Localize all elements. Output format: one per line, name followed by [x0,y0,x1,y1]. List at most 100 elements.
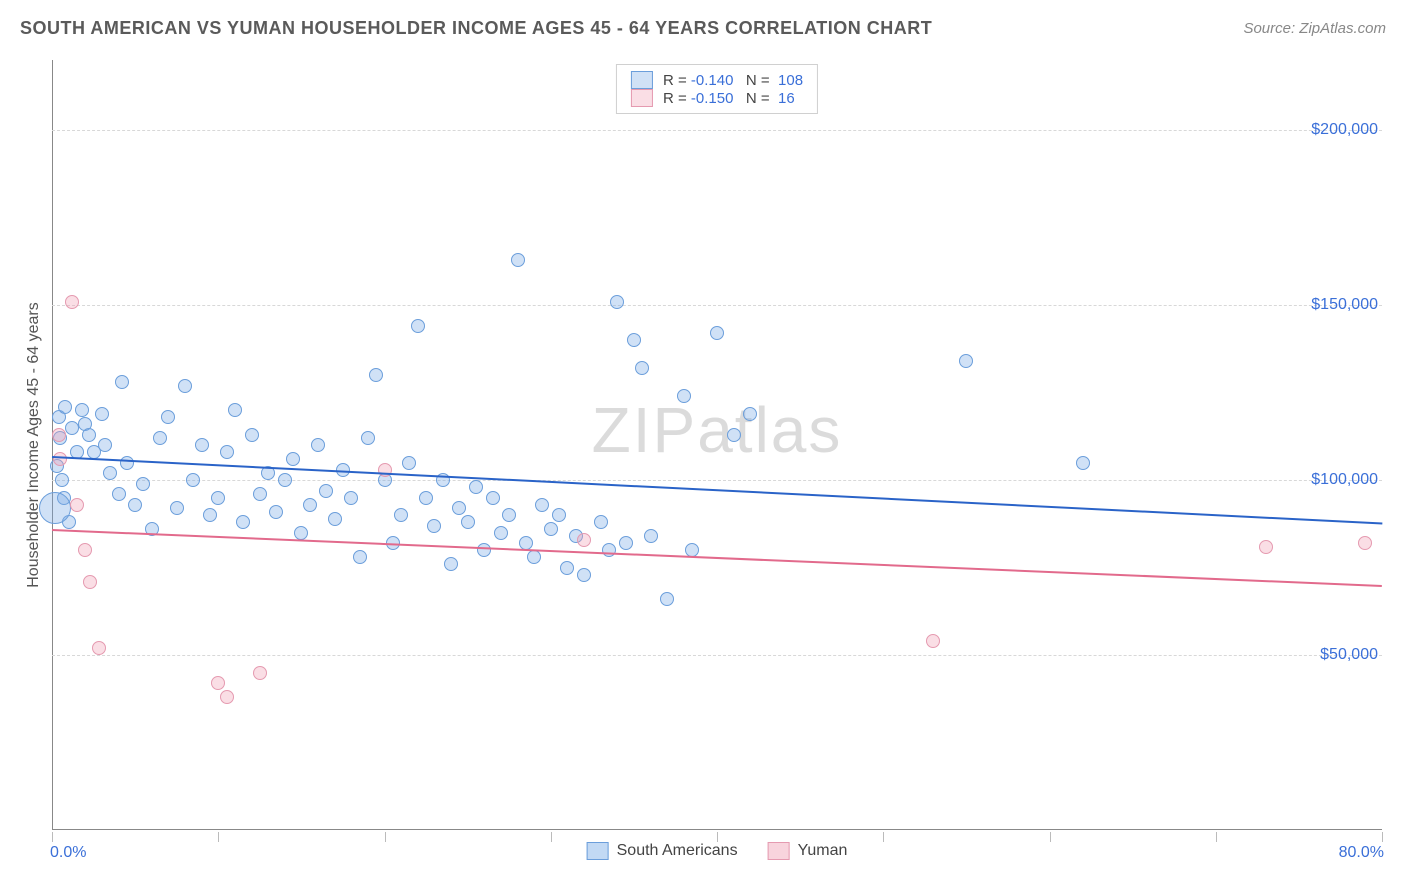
scatter-point [211,491,225,505]
scatter-point [82,428,96,442]
y-tick-label: $150,000 [1311,296,1378,314]
scatter-point [627,333,641,347]
stats-legend-row: R = -0.140 N = 108 [631,71,803,89]
scatter-point [610,295,624,309]
scatter-point [136,477,150,491]
x-tick [717,832,718,842]
scatter-point [727,428,741,442]
scatter-point [95,407,109,421]
y-tick-label: $200,000 [1311,121,1378,139]
scatter-point [502,508,516,522]
scatter-point [544,522,558,536]
scatter-point [602,543,616,557]
trend-line [52,529,1382,587]
scatter-point [427,519,441,533]
scatter-point [344,491,358,505]
stats-text: R = -0.140 N = 108 [663,72,803,89]
scatter-point [419,491,433,505]
scatter-point [65,295,79,309]
x-tick [1050,832,1051,842]
stats-text: R = -0.150 N = 16 [663,90,795,107]
legend-label: South Americans [617,842,738,860]
scatter-point [577,533,591,547]
x-tick [551,832,552,842]
scatter-point [92,641,106,655]
scatter-point [186,473,200,487]
y-axis-title: Householder Income Ages 45 - 64 years [25,302,43,588]
scatter-point [115,375,129,389]
legend-label: Yuman [798,842,848,860]
scatter-point [203,508,217,522]
scatter-point [153,431,167,445]
scatter-point [170,501,184,515]
x-tick [1216,832,1217,842]
scatter-point [161,410,175,424]
scatter-point [128,498,142,512]
scatter-point [1259,540,1273,554]
gridline [52,480,1382,481]
chart-area: ZIPatlas R = -0.140 N = 108R = -0.150 N … [52,60,1382,830]
scatter-point [469,480,483,494]
scatter-point [394,508,408,522]
scatter-point [253,666,267,680]
scatter-point [552,508,566,522]
scatter-point [494,526,508,540]
scatter-point [452,501,466,515]
scatter-point [535,498,549,512]
scatter-point [236,515,250,529]
scatter-point [461,515,475,529]
scatter-point [743,407,757,421]
legend-swatch [768,842,790,860]
scatter-point [78,543,92,557]
scatter-point [70,498,84,512]
scatter-point [486,491,500,505]
scatter-point [269,505,283,519]
scatter-point [228,403,242,417]
scatter-point [55,473,69,487]
scatter-point [369,368,383,382]
legend-swatch [631,89,653,107]
scatter-point [677,389,691,403]
scatter-point [594,515,608,529]
x-tick [883,832,884,842]
stats-legend-row: R = -0.150 N = 16 [631,89,803,107]
scatter-point [560,561,574,575]
scatter-point [959,354,973,368]
scatter-point [253,487,267,501]
scatter-point [65,421,79,435]
legend-entry: South Americans [587,842,738,860]
trend-line [52,456,1382,524]
scatter-point [52,428,66,442]
scatter-point [619,536,633,550]
series-legend: South Americans Yuman [587,842,848,860]
scatter-point [635,361,649,375]
scatter-point [178,379,192,393]
scatter-point [926,634,940,648]
scatter-point [477,543,491,557]
scatter-point [660,592,674,606]
gridline [52,130,1382,131]
scatter-point [103,466,117,480]
scatter-point [220,690,234,704]
scatter-point [278,473,292,487]
scatter-point [527,550,541,564]
scatter-point [511,253,525,267]
scatter-point [361,431,375,445]
stats-legend: R = -0.140 N = 108R = -0.150 N = 16 [616,64,818,114]
x-axis-min-label: 0.0% [50,844,86,862]
scatter-point [211,676,225,690]
scatter-point [98,438,112,452]
legend-entry: Yuman [768,842,848,860]
x-tick [1382,832,1383,842]
watermark: ZIPatlas [592,393,843,467]
scatter-point [311,438,325,452]
scatter-point [53,452,67,466]
scatter-point [83,575,97,589]
scatter-point [286,452,300,466]
scatter-point [402,456,416,470]
x-axis-max-label: 80.0% [1339,844,1384,862]
scatter-point [120,456,134,470]
y-axis-line [52,60,53,830]
legend-swatch [631,71,653,89]
y-tick-label: $50,000 [1320,646,1378,664]
